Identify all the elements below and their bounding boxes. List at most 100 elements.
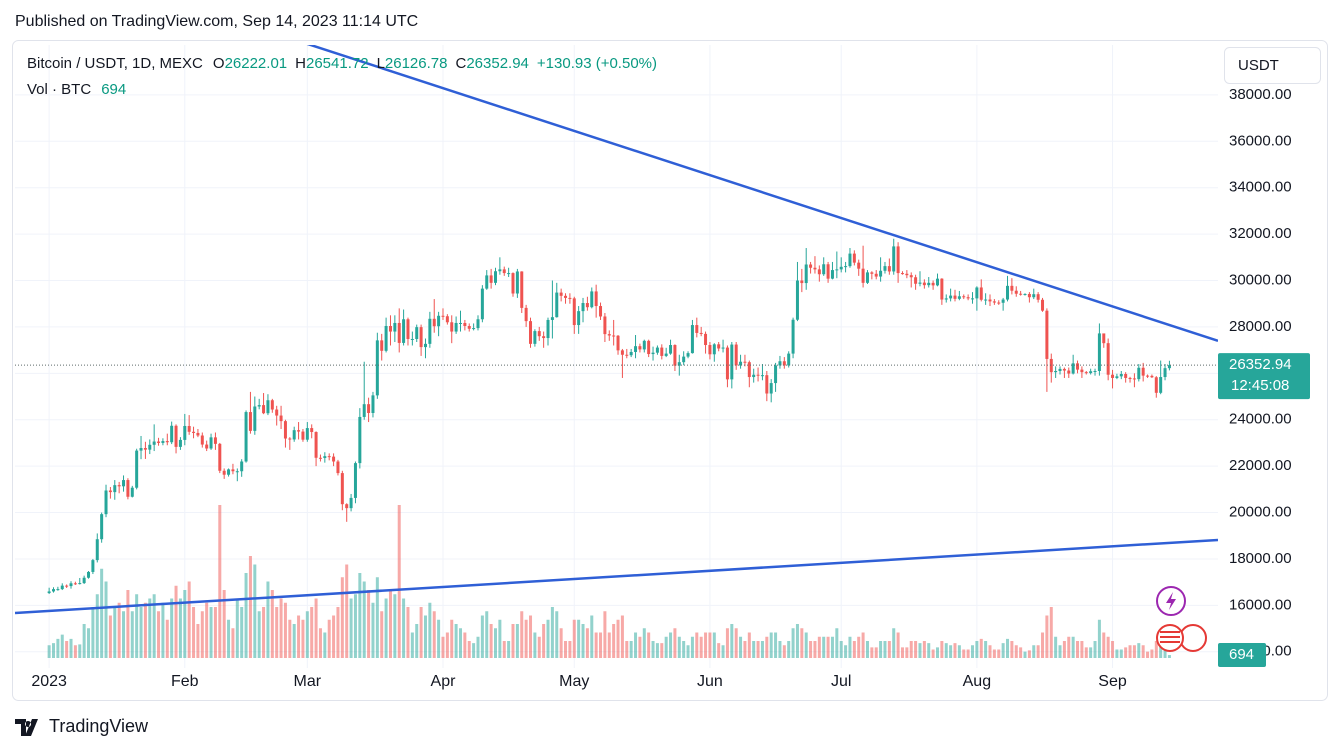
- volume-bar: [664, 636, 668, 658]
- volume-bar: [493, 628, 497, 658]
- volume-bar: [970, 645, 974, 658]
- candle-body: [419, 327, 423, 348]
- candle-body: [472, 328, 476, 330]
- candle-body: [406, 319, 410, 339]
- volume-bar: [857, 636, 861, 658]
- candle-body: [463, 322, 467, 326]
- candle-body: [95, 539, 99, 561]
- candle-body: [800, 280, 804, 284]
- candle-body: [861, 268, 865, 283]
- volume-bar: [1137, 643, 1141, 658]
- candle-body: [1093, 371, 1097, 373]
- y-tick-label: 30000.00: [1229, 271, 1292, 288]
- volume-pane: [47, 505, 1171, 658]
- volume-bar: [581, 624, 585, 658]
- candle-body: [1054, 371, 1058, 373]
- candle-body: [616, 335, 620, 351]
- candle-body: [638, 346, 642, 350]
- candle-body: [1137, 367, 1141, 380]
- volume-bar: [616, 619, 620, 658]
- volume-bar: [135, 594, 139, 658]
- candle-body: [1141, 367, 1145, 376]
- candle-body: [227, 469, 231, 475]
- volume-bar: [577, 619, 581, 658]
- candle-body: [388, 325, 392, 332]
- volume-bar: [669, 632, 673, 658]
- candle-body: [747, 362, 751, 378]
- volume-bar: [634, 632, 638, 658]
- candle-body: [200, 435, 204, 445]
- volume-bar: [1032, 645, 1036, 658]
- volume-bar: [480, 615, 484, 658]
- candle-body: [266, 400, 270, 414]
- volume-bar: [113, 607, 117, 658]
- candle-body: [65, 585, 69, 587]
- published-note: Published on TradingView.com, Sep 14, 20…: [15, 13, 418, 30]
- volume-bar: [585, 628, 589, 658]
- volume-bar: [122, 611, 126, 658]
- currency[interactable]: USDT: [1238, 57, 1279, 74]
- volume-bar: [196, 624, 200, 658]
- candle-body: [1159, 377, 1163, 393]
- candle-body: [1097, 333, 1101, 372]
- volume-bar: [844, 645, 848, 658]
- volume-bar: [380, 611, 384, 658]
- volume-bar: [835, 628, 839, 658]
- volume-bar: [642, 628, 646, 658]
- volume-bar: [905, 647, 909, 658]
- volume-bar: [997, 649, 1001, 658]
- candle-body: [78, 583, 82, 585]
- volume-bar: [340, 577, 344, 658]
- candle-body: [275, 409, 279, 416]
- candle-body: [660, 347, 664, 356]
- y-tick-label: 36000.00: [1229, 132, 1292, 149]
- ohlc-label: O: [213, 55, 225, 72]
- volume-bar: [310, 607, 314, 658]
- candle-body: [1128, 377, 1132, 379]
- candle-body: [677, 362, 681, 366]
- countdown: 12:45:08: [1231, 377, 1289, 394]
- volume-bar: [594, 632, 598, 658]
- volume-bar: [157, 611, 161, 658]
- trendlines: [15, 45, 1218, 615]
- candle-body: [988, 299, 992, 302]
- volume-bar: [1041, 632, 1045, 658]
- candle-body: [270, 400, 274, 410]
- candle-body: [218, 443, 222, 471]
- candle-body: [1067, 370, 1071, 374]
- candle-body: [476, 319, 480, 329]
- volume-bar: [524, 619, 528, 658]
- volume-bar: [117, 602, 121, 658]
- candle-body: [585, 303, 589, 308]
- candle-body: [813, 267, 817, 270]
- candle-body: [966, 297, 970, 299]
- candle-body: [699, 332, 703, 334]
- volume-bar: [822, 636, 826, 658]
- volume-bar: [200, 611, 204, 658]
- candle-body: [940, 278, 944, 300]
- volume-value: 694: [101, 81, 126, 98]
- candle-body: [865, 272, 869, 283]
- y-tick-label: 32000.00: [1229, 225, 1292, 242]
- volume-bar: [253, 564, 257, 658]
- chart-frame: [12, 40, 1328, 701]
- lightning: [1166, 592, 1176, 610]
- last-volume-box: [1218, 643, 1266, 668]
- candle-body: [568, 297, 572, 299]
- candle-body: [909, 275, 913, 278]
- volume-bar: [485, 611, 489, 658]
- candle-body: [222, 470, 226, 475]
- currency-button[interactable]: [1224, 47, 1321, 84]
- volume-bar: [734, 628, 738, 658]
- volume-bar: [1141, 645, 1145, 658]
- candle-body: [485, 275, 489, 289]
- candle-body: [380, 340, 384, 351]
- volume-bar: [441, 636, 445, 658]
- volume-bar: [87, 628, 91, 658]
- volume-bar: [892, 628, 896, 658]
- y-tick-label: 18000.00: [1229, 550, 1292, 567]
- volume-legend: Vol · BTC 694: [27, 81, 126, 98]
- volume-bar: [161, 602, 165, 658]
- volume-bar: [152, 594, 156, 658]
- x-tick-label: Jun: [697, 673, 723, 690]
